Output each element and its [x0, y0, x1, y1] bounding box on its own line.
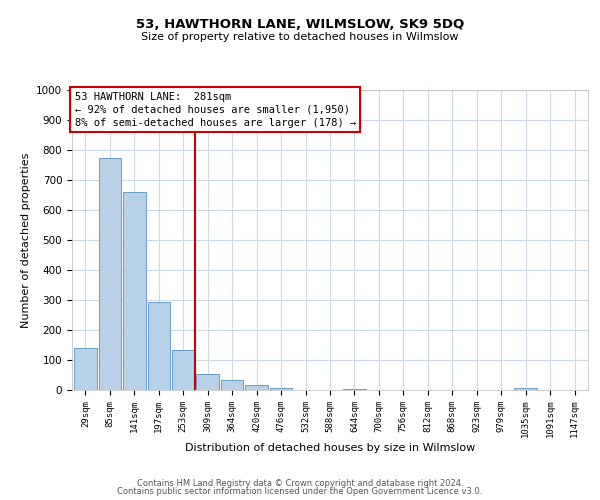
Bar — [123, 192, 146, 390]
Text: 53, HAWTHORN LANE, WILMSLOW, SK9 5DQ: 53, HAWTHORN LANE, WILMSLOW, SK9 5DQ — [136, 18, 464, 30]
Bar — [514, 388, 537, 390]
Bar — [196, 374, 219, 390]
X-axis label: Distribution of detached houses by size in Wilmslow: Distribution of detached houses by size … — [185, 443, 475, 453]
Bar — [270, 388, 292, 390]
Text: 53 HAWTHORN LANE:  281sqm
← 92% of detached houses are smaller (1,950)
8% of sem: 53 HAWTHORN LANE: 281sqm ← 92% of detach… — [74, 92, 356, 128]
Text: Contains public sector information licensed under the Open Government Licence v3: Contains public sector information licen… — [118, 487, 482, 496]
Text: Size of property relative to detached houses in Wilmslow: Size of property relative to detached ho… — [141, 32, 459, 42]
Bar — [343, 388, 366, 390]
Bar — [74, 348, 97, 390]
Text: Contains HM Land Registry data © Crown copyright and database right 2024.: Contains HM Land Registry data © Crown c… — [137, 478, 463, 488]
Y-axis label: Number of detached properties: Number of detached properties — [20, 152, 31, 328]
Bar — [172, 350, 194, 390]
Bar — [98, 158, 121, 390]
Bar — [221, 380, 244, 390]
Bar — [148, 302, 170, 390]
Bar — [245, 384, 268, 390]
